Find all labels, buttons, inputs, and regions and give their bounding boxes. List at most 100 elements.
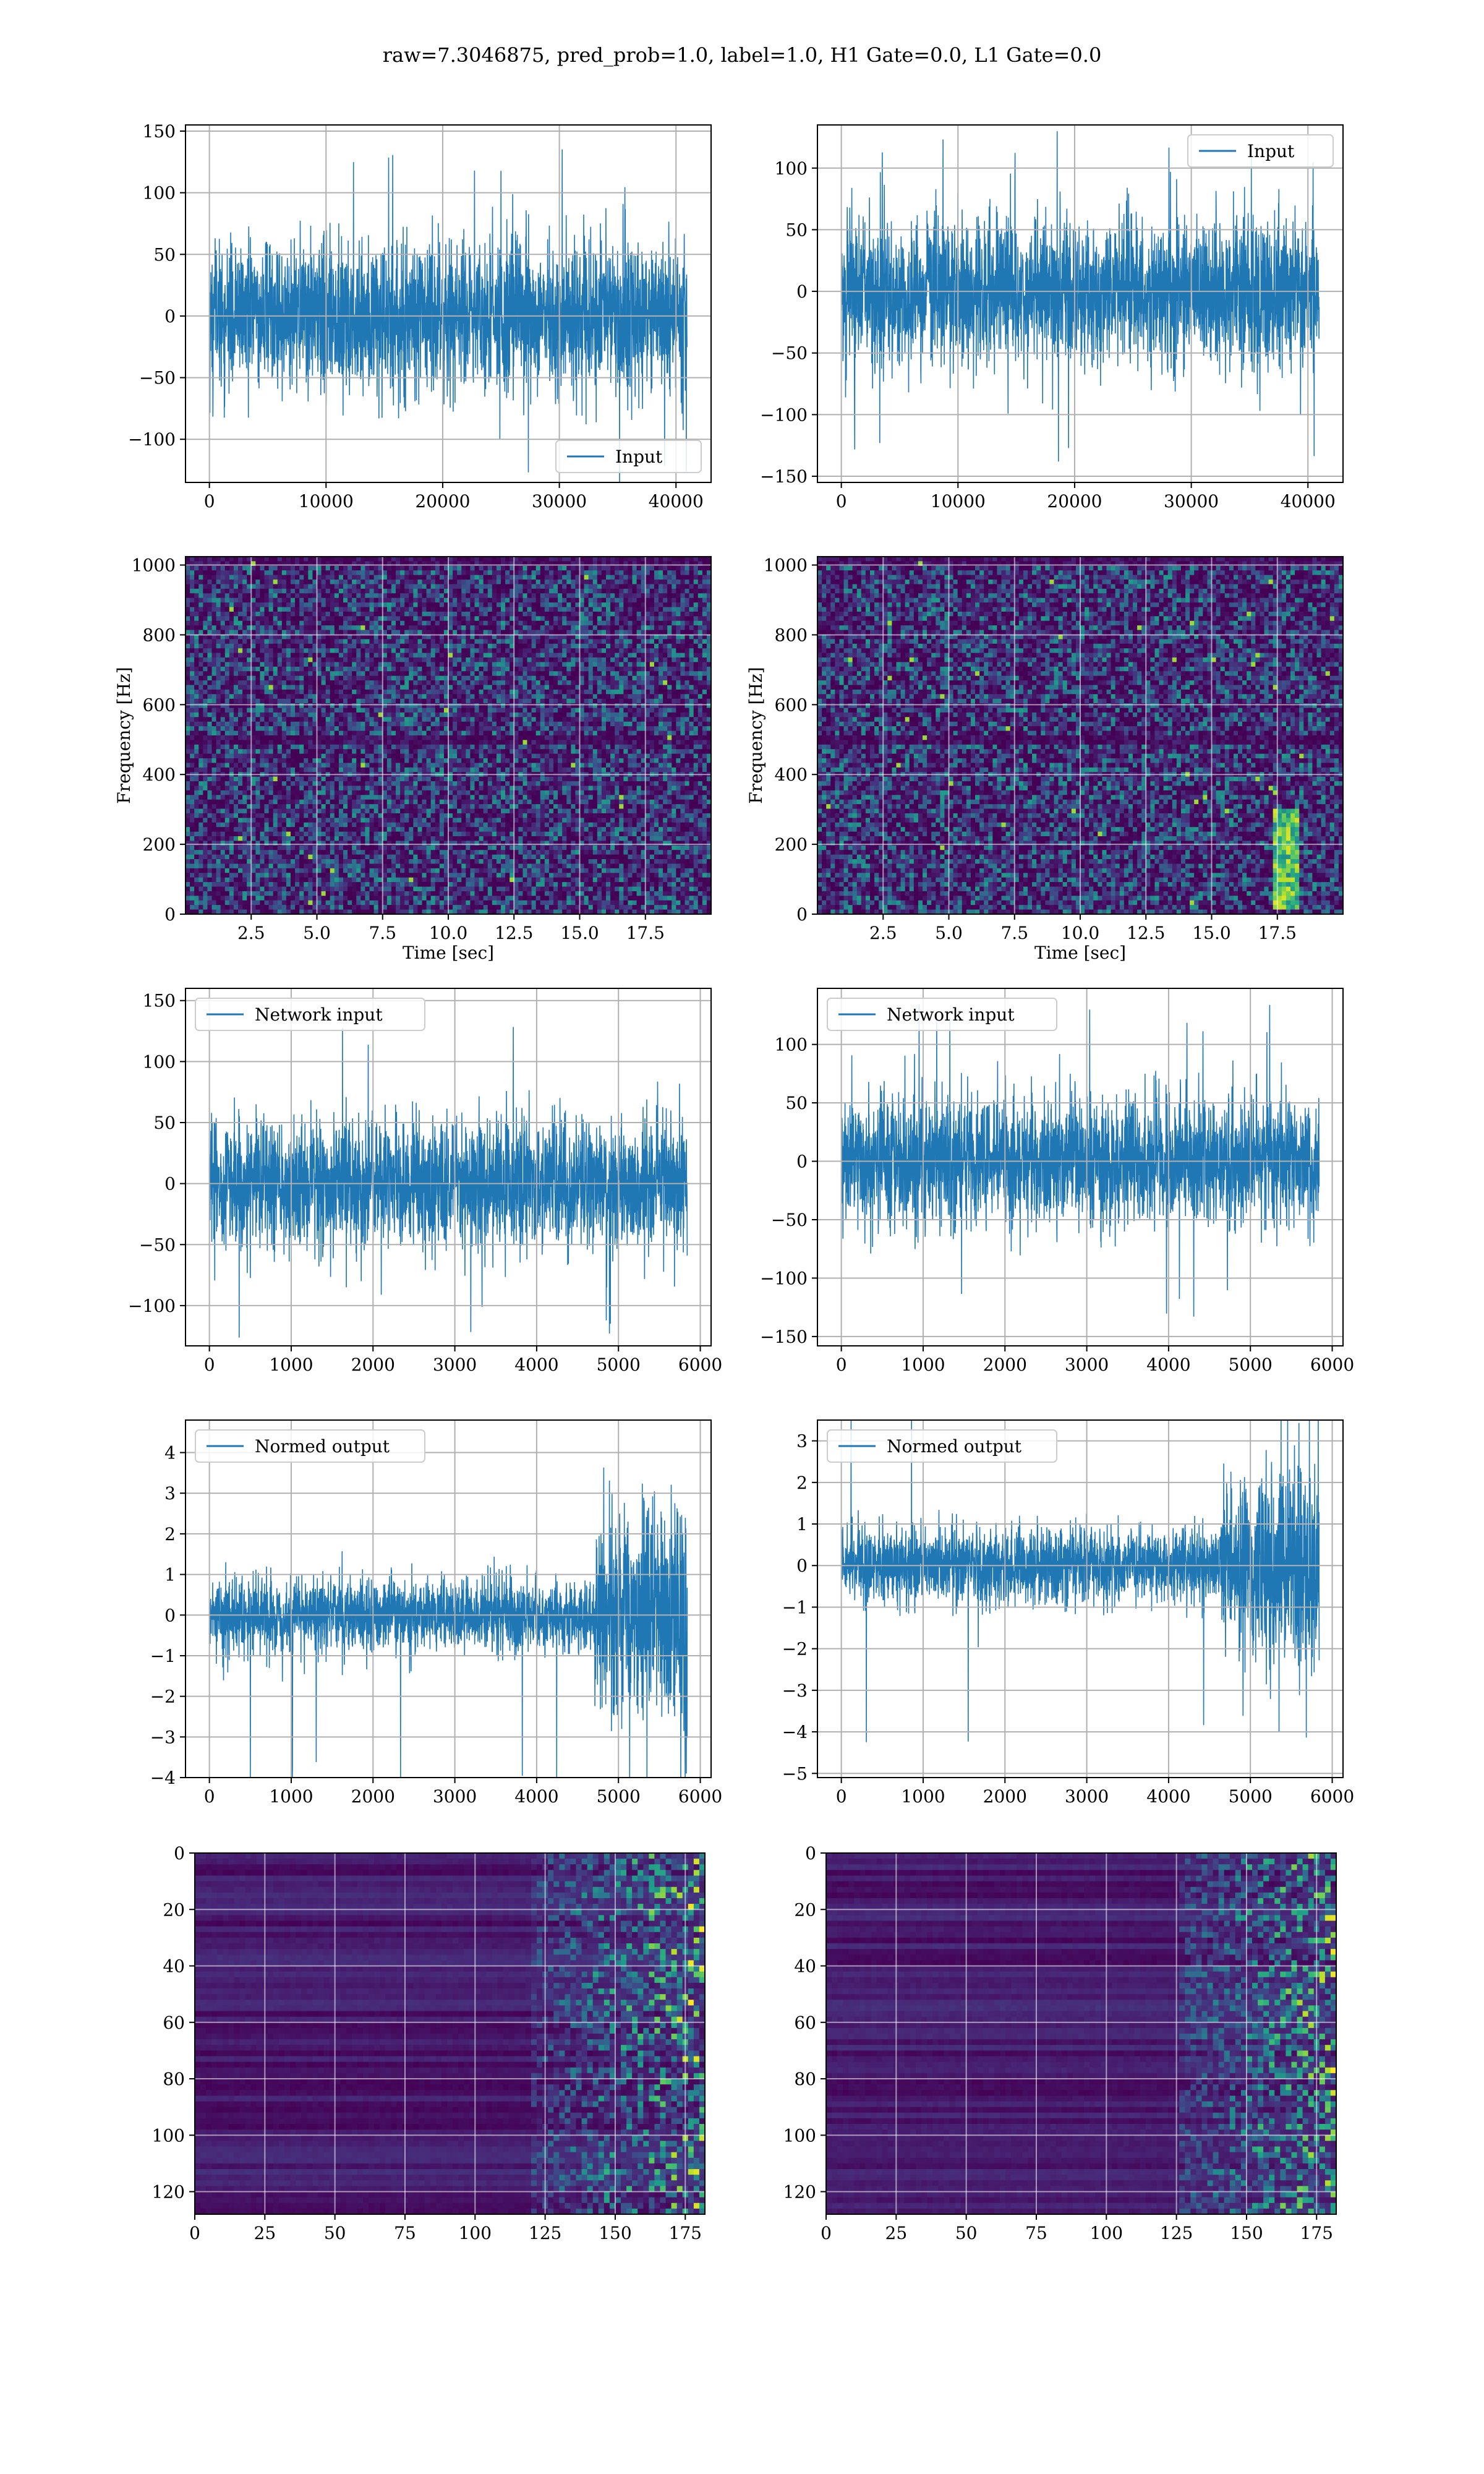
heatmap-cell: [282, 735, 287, 740]
heatmap-cell: [558, 575, 563, 580]
heatmap-cell: [365, 625, 370, 630]
heatmap-cell: [602, 570, 607, 575]
heatmap-cell: [322, 735, 326, 740]
heatmap-cell: [689, 625, 694, 630]
heatmap-cell: [602, 708, 607, 713]
heatmap-cell: [672, 580, 676, 584]
heatmap-cell: [676, 713, 681, 717]
heatmap-cell: [427, 584, 432, 589]
heatmap-cell: [646, 598, 650, 603]
heatmap-cell: [383, 593, 388, 598]
heatmap-cell: [278, 685, 283, 690]
heatmap-cell: [431, 598, 436, 603]
heatmap-cell: [404, 731, 409, 736]
heatmap-cell: [225, 685, 230, 690]
heatmap-cell: [584, 676, 589, 681]
heatmap-cell: [404, 580, 409, 584]
heatmap-cell: [667, 557, 672, 562]
heatmap-cell: [221, 621, 226, 626]
heatmap-cell: [234, 653, 239, 658]
heatmap-cell: [623, 602, 628, 607]
heatmap-cell: [265, 680, 270, 685]
heatmap-cell: [584, 557, 589, 562]
heatmap-cell: [251, 602, 256, 607]
heatmap-cell: [589, 602, 594, 607]
heatmap-cell: [417, 621, 422, 626]
heatmap-cell: [387, 699, 392, 704]
heatmap-cell: [221, 699, 226, 704]
heatmap-cell: [282, 557, 287, 562]
heatmap-cell: [562, 625, 567, 630]
heatmap-cell: [680, 690, 685, 695]
heatmap-cell: [404, 557, 409, 562]
heatmap-cell: [702, 612, 707, 617]
heatmap-cell: [383, 671, 388, 676]
heatmap-cell: [269, 593, 274, 598]
heatmap-cell: [589, 685, 594, 690]
heatmap-cell: [413, 648, 418, 653]
heatmap-cell: [492, 708, 497, 713]
heatmap-cell: [404, 593, 409, 598]
heatmap-cell: [251, 717, 256, 722]
heatmap-cell: [234, 644, 239, 649]
heatmap-cell: [619, 580, 624, 584]
heatmap-cell: [448, 648, 453, 653]
heatmap-cell: [615, 621, 620, 626]
heatmap-cell: [536, 694, 541, 699]
heatmap-cell: [295, 557, 300, 562]
heatmap-cell: [667, 575, 672, 580]
heatmap-cell: [663, 685, 668, 690]
heatmap-cell: [322, 713, 326, 717]
heatmap-cell: [518, 557, 523, 562]
heatmap-cell: [422, 735, 427, 740]
heatmap-cell: [326, 680, 331, 685]
heatmap-cell: [633, 589, 638, 594]
heatmap-cell: [396, 566, 401, 571]
heatmap-cell: [431, 630, 436, 635]
heatmap-cell: [536, 607, 541, 612]
heatmap-cell: [553, 667, 558, 672]
heatmap-cell: [216, 566, 221, 571]
heatmap-cell: [348, 616, 352, 621]
heatmap-cell: [335, 662, 339, 667]
heatmap-cell: [330, 616, 335, 621]
heatmap-cell: [251, 612, 256, 617]
heatmap-cell: [549, 575, 554, 580]
heatmap-cell: [667, 644, 672, 649]
heatmap-cell: [234, 566, 239, 571]
heatmap-cell: [427, 621, 432, 626]
heatmap-cell: [260, 717, 265, 722]
heatmap-cell: [260, 593, 265, 598]
heatmap-cell: [427, 685, 432, 690]
heatmap-cell: [589, 722, 594, 727]
heatmap-cell: [295, 731, 300, 736]
heatmap-cell: [356, 713, 361, 717]
heatmap-cell: [417, 602, 422, 607]
chart-panel-spec-h1: 2.5 5.0 7.5 10.0 12.5 15.0 17.5020040060080010…: [114, 555, 712, 963]
heatmap-cell: [207, 602, 212, 607]
heatmap-cell: [330, 671, 335, 676]
y-tick-label: 150: [143, 121, 176, 142]
heatmap-cell: [229, 653, 234, 658]
heatmap-cell: [646, 713, 650, 717]
heatmap-cell: [242, 584, 247, 589]
heatmap-cell: [461, 607, 466, 612]
heatmap-cell: [198, 575, 203, 580]
heatmap-cell: [566, 676, 571, 681]
heatmap-cell: [194, 589, 199, 594]
heatmap-cell: [659, 667, 663, 672]
heatmap-cell: [650, 699, 655, 704]
heatmap-cell: [580, 593, 585, 598]
heatmap-cell: [623, 575, 628, 580]
heatmap-cell: [427, 740, 432, 745]
heatmap-cell: [453, 735, 458, 740]
heatmap-cell: [251, 648, 256, 653]
heatmap-cell: [597, 680, 602, 685]
heatmap-cell: [400, 598, 405, 603]
heatmap-cell: [475, 639, 480, 644]
heatmap-cell: [571, 644, 576, 649]
heatmap-cell: [466, 593, 471, 598]
heatmap-cell: [497, 676, 501, 681]
heatmap-cell: [404, 717, 409, 722]
heatmap-cell: [440, 708, 445, 713]
